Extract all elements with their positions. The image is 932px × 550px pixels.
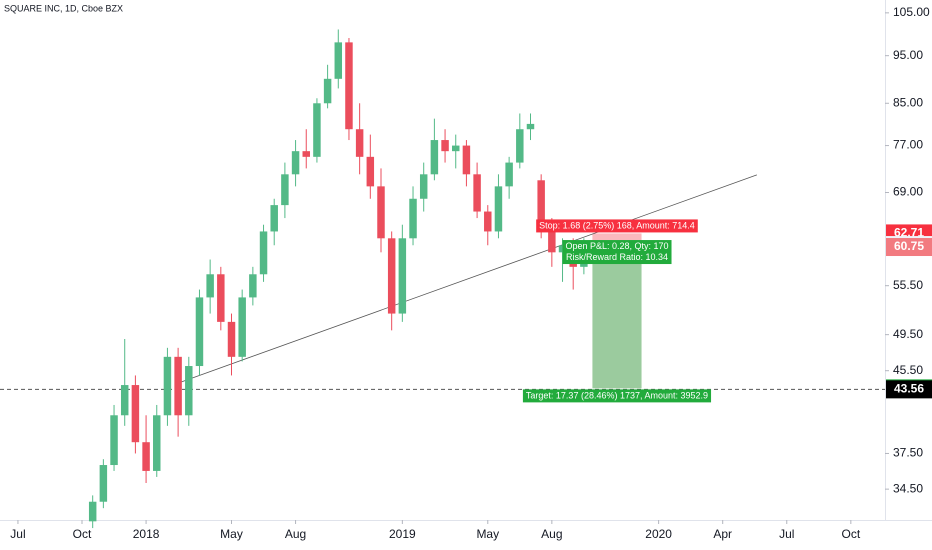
candle-body bbox=[249, 274, 257, 298]
y-tick-label: 49.50 bbox=[893, 327, 923, 341]
y-tick-label: 85.00 bbox=[893, 95, 923, 109]
price-label-box bbox=[886, 238, 932, 257]
candle-body bbox=[153, 415, 161, 471]
x-tick-label: May bbox=[476, 527, 499, 541]
y-tick-label: 55.50 bbox=[893, 278, 923, 292]
x-tick-label: May bbox=[220, 527, 243, 541]
candle-body bbox=[238, 297, 246, 357]
y-tick-label: 105.00 bbox=[893, 5, 930, 19]
y-tick-label: 37.50 bbox=[893, 446, 923, 460]
candle-body bbox=[484, 211, 492, 232]
pnl-label: Open P&L: 0.28, Qty: 170 bbox=[565, 241, 668, 251]
stop-label: Stop: 1.68 (2.75%) 168, Amount: 714.4 bbox=[539, 220, 695, 230]
x-tick-label: Aug bbox=[541, 527, 562, 541]
x-tick-label: Apr bbox=[713, 527, 732, 541]
price-label: 60.75 bbox=[894, 239, 924, 253]
candle-body bbox=[323, 78, 332, 104]
candle-body bbox=[259, 231, 268, 275]
candle-body bbox=[99, 465, 108, 502]
y-tick-label: 95.00 bbox=[893, 48, 923, 62]
chart-title: SQUARE INC, 1D, Cboe BZX bbox=[4, 3, 123, 13]
x-tick-label: Jul bbox=[10, 527, 25, 541]
candle-body bbox=[174, 356, 182, 416]
candle-body bbox=[505, 162, 513, 187]
candle-body bbox=[270, 205, 278, 232]
stop-label-box bbox=[536, 219, 698, 233]
candle-body bbox=[366, 156, 375, 187]
target-label-box bbox=[522, 389, 712, 403]
candle-body bbox=[494, 186, 503, 232]
candle-body bbox=[195, 297, 204, 367]
candle-body bbox=[313, 103, 321, 157]
candle-body bbox=[355, 129, 364, 157]
candle-body bbox=[345, 42, 353, 130]
pnl-label: Risk/Reward Ratio: 10.34 bbox=[566, 252, 668, 262]
candle-body bbox=[334, 42, 343, 79]
candle-body bbox=[281, 174, 289, 206]
target-zone bbox=[592, 245, 642, 389]
candle-body bbox=[548, 231, 556, 253]
y-tick-label: 45.50 bbox=[893, 363, 923, 377]
x-tick-label: 2018 bbox=[133, 527, 160, 541]
candle-body bbox=[473, 174, 481, 212]
candle-body bbox=[537, 180, 545, 232]
candle-body bbox=[526, 123, 535, 130]
candle-body bbox=[516, 129, 524, 163]
target-label: Target: 17.37 (28.46%) 1737, Amount: 395… bbox=[526, 390, 708, 400]
candle-body bbox=[430, 140, 439, 175]
trendline bbox=[177, 174, 757, 384]
x-tick-label: Oct bbox=[841, 527, 860, 541]
candle-body bbox=[387, 238, 396, 314]
candle-body bbox=[452, 145, 460, 152]
price-label: 43.56 bbox=[894, 382, 924, 396]
x-tick-label: Aug bbox=[285, 527, 306, 541]
candle-body bbox=[409, 198, 417, 239]
y-tick-label: 77.00 bbox=[893, 138, 923, 152]
candle-body bbox=[291, 151, 300, 175]
candle-body bbox=[419, 174, 428, 199]
candle-body bbox=[120, 385, 129, 416]
candle-body bbox=[227, 321, 236, 357]
candle-body bbox=[163, 356, 172, 416]
candle-body bbox=[302, 151, 310, 157]
candle-body bbox=[110, 415, 118, 466]
candle-body bbox=[377, 186, 385, 239]
candle-body bbox=[206, 274, 214, 298]
candle-body bbox=[88, 501, 97, 522]
price-label-box bbox=[886, 380, 932, 399]
x-tick-label: Oct bbox=[73, 527, 92, 541]
candle-body bbox=[441, 140, 449, 152]
candle-body bbox=[142, 442, 150, 471]
candle-body bbox=[217, 274, 225, 322]
pnl-label-box bbox=[562, 240, 672, 265]
candle-body bbox=[398, 238, 407, 314]
candle-body bbox=[462, 145, 471, 175]
candle-body bbox=[131, 385, 140, 443]
x-tick-label: Jul bbox=[779, 527, 794, 541]
stop-zone bbox=[592, 233, 642, 246]
x-tick-label: 2020 bbox=[645, 527, 672, 541]
y-tick-label: 69.00 bbox=[893, 185, 923, 199]
candle-body bbox=[185, 366, 193, 416]
x-tick-label: 2019 bbox=[389, 527, 416, 541]
y-tick-label: 34.50 bbox=[893, 481, 923, 495]
